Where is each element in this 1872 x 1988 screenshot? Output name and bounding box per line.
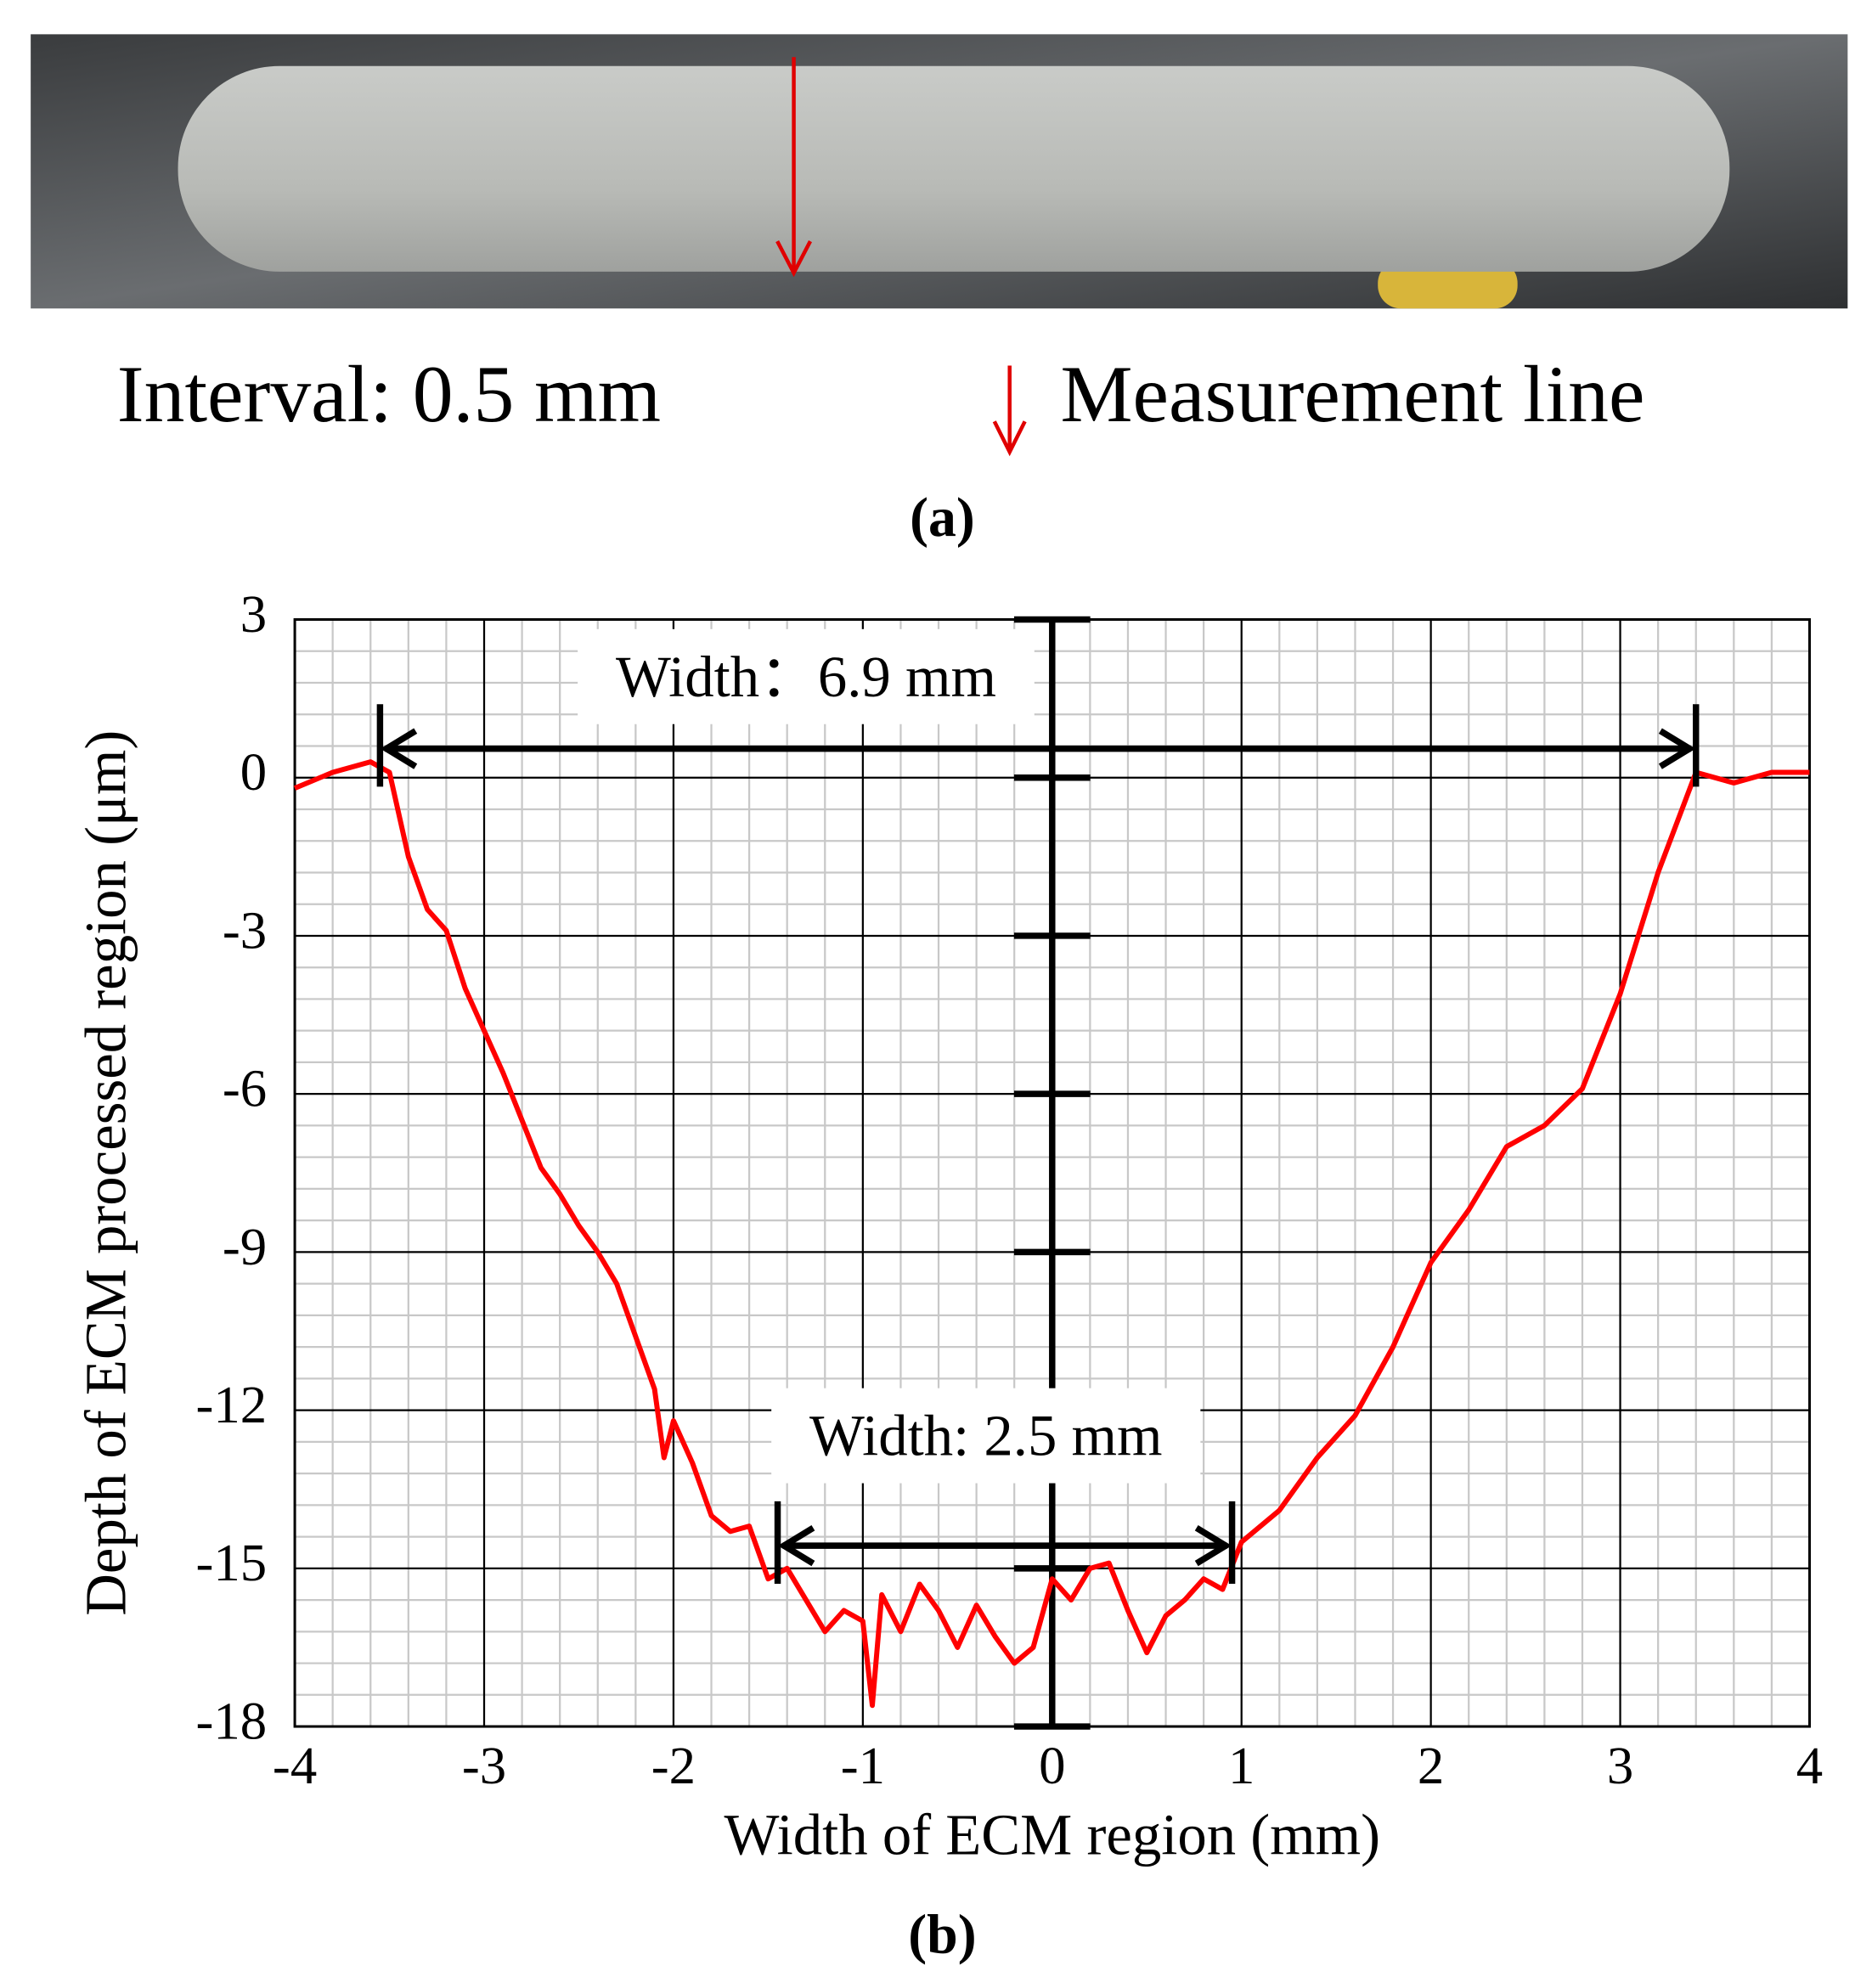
y-tick-label: 0 bbox=[240, 742, 267, 802]
photo-object bbox=[1378, 260, 1518, 309]
annotation-arrowhead bbox=[1658, 728, 1696, 769]
x-tick-label: 1 bbox=[1228, 1736, 1255, 1795]
x-tick-label: -1 bbox=[841, 1736, 885, 1795]
plot: -4 -3 -2 -1 0 1 2 3 4 -18 -15 -12 -9 -6 -3 0 3 Width of E… bbox=[74, 584, 1824, 1867]
y-tick-label: -18 bbox=[196, 1691, 268, 1750]
profile-line bbox=[293, 759, 1810, 1709]
annotation-label: Width: 2.5 mm bbox=[809, 1404, 1162, 1468]
annotation-arrowhead bbox=[380, 728, 418, 769]
y-tick-label: -12 bbox=[196, 1375, 268, 1434]
y-tick-label: -9 bbox=[223, 1217, 267, 1276]
photo-sample bbox=[178, 65, 1730, 272]
x-tick-label: -2 bbox=[651, 1736, 696, 1795]
caption-b: (b) bbox=[908, 1903, 976, 1965]
annotation-background bbox=[771, 1388, 1201, 1484]
y-tick-label: 3 bbox=[240, 584, 267, 644]
x-tick-label: -3 bbox=[462, 1736, 506, 1795]
annotation-arrowhead bbox=[1194, 1525, 1232, 1567]
y-tick-label: -6 bbox=[223, 1059, 267, 1118]
measurement-arrowhead bbox=[775, 239, 812, 278]
x-tick-label: 0 bbox=[1039, 1736, 1065, 1795]
photo bbox=[31, 34, 1848, 309]
legend-arrowhead bbox=[992, 420, 1027, 457]
x-tick-label: -4 bbox=[273, 1736, 317, 1795]
x-tick-label: 4 bbox=[1796, 1736, 1823, 1795]
x-tick-label: 2 bbox=[1418, 1736, 1444, 1795]
caption-a: (a) bbox=[910, 487, 975, 549]
x-axis-label: Width of ECM region (mm) bbox=[725, 1802, 1380, 1867]
annotation-background bbox=[578, 628, 1035, 724]
annotation-arrowhead bbox=[777, 1525, 815, 1567]
y-axis-label: Depth of ECM processed region (μm) bbox=[74, 730, 138, 1616]
y-tick-label: -3 bbox=[223, 900, 267, 960]
y-tick-label: -15 bbox=[196, 1533, 268, 1592]
interval-label: Interval: 0.5 mm bbox=[117, 349, 661, 439]
legend-label: Measurement line bbox=[1060, 349, 1644, 439]
x-tick-label: 3 bbox=[1607, 1736, 1633, 1795]
annotation-label: Width：6.9 mm bbox=[616, 645, 996, 709]
